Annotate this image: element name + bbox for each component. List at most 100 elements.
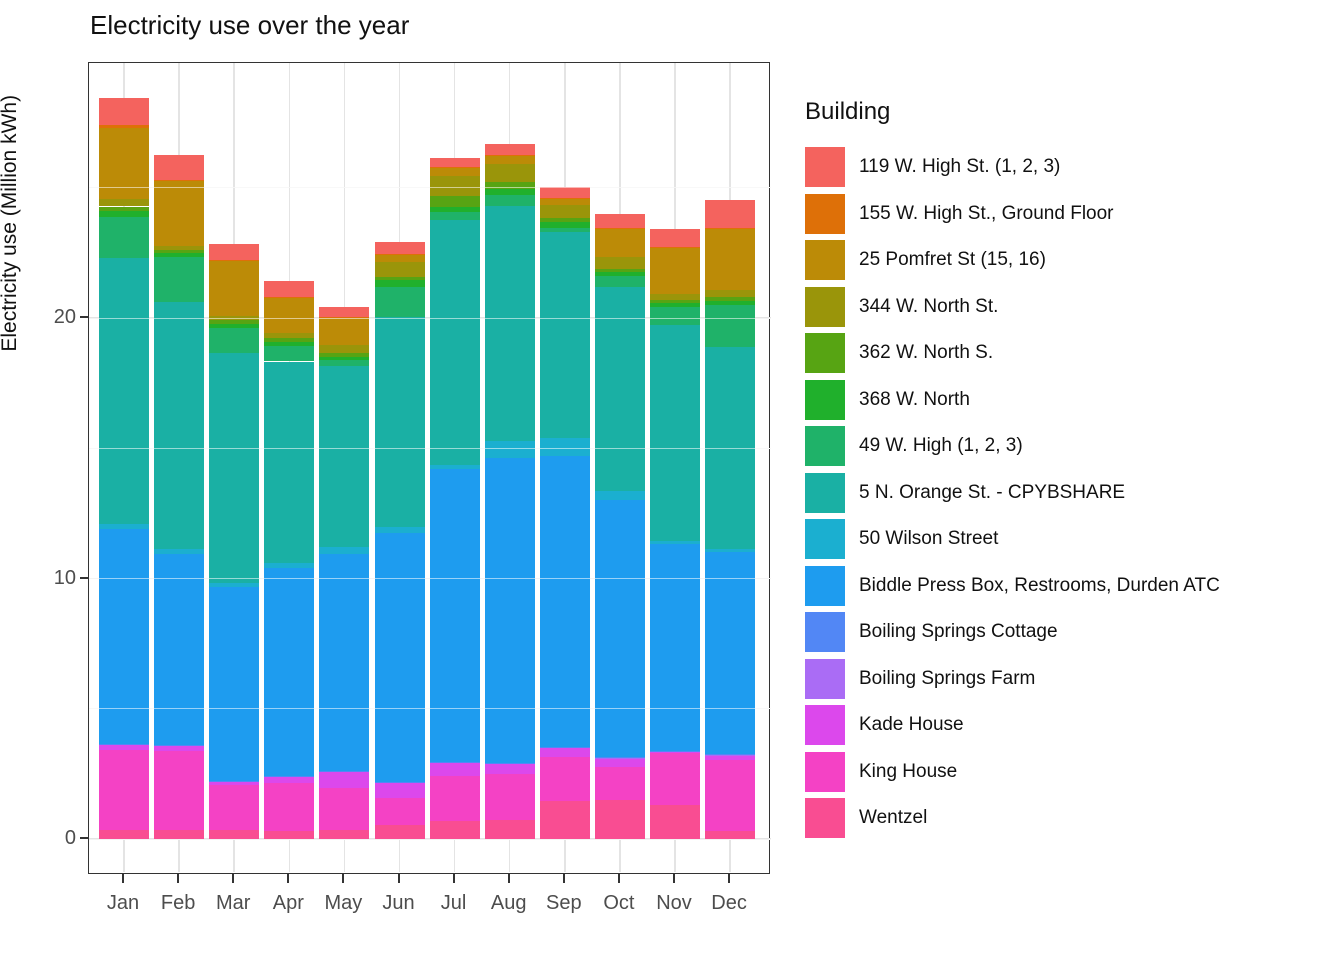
- bar-segment: [594, 214, 645, 229]
- bar-segment: [209, 587, 260, 781]
- legend-label: 362 W. North S.: [859, 342, 994, 363]
- bar-segment: [429, 465, 480, 469]
- bar-segment: [374, 797, 425, 826]
- bar-segment: [539, 222, 590, 228]
- bar-segment: [705, 754, 756, 755]
- bar-segment: [594, 500, 645, 758]
- bar-segment: [484, 155, 535, 165]
- y-tick-label: 10: [53, 566, 76, 589]
- legend-item: Kade House: [805, 702, 964, 749]
- bar-segment: [374, 280, 425, 288]
- x-tick-mark: [562, 874, 565, 883]
- bar-segment: [99, 210, 149, 217]
- bar-segment: [99, 744, 149, 751]
- bar-segment: [154, 744, 205, 746]
- bar-segment: [705, 755, 756, 761]
- x-tick-mark: [397, 874, 400, 883]
- legend-label: King House: [859, 760, 958, 782]
- legend-item: 25 Pomfret St (15, 16): [805, 237, 1046, 284]
- legend-item: 155 W. High St., Ground Floor: [805, 191, 1114, 238]
- bar-segment: [539, 437, 590, 456]
- x-tick-label: Mar: [215, 892, 251, 914]
- bar-segment: [154, 830, 205, 839]
- legend-label: 119 W. High St. (1, 2, 3): [859, 156, 1061, 177]
- bar-segment: [484, 205, 535, 441]
- bar-segment: [99, 206, 149, 211]
- bar-segment: [650, 325, 700, 541]
- bar-segment: [209, 785, 260, 831]
- bar-segment: [594, 766, 645, 800]
- bar-segment: [264, 776, 315, 777]
- bar-segment: [539, 198, 590, 199]
- bar-segment: [594, 757, 645, 759]
- bar-segment: [429, 762, 480, 776]
- legend-item: 49 W. High (1, 2, 3): [805, 423, 1023, 470]
- legend-item: 50 Wilson Street: [805, 516, 998, 563]
- bar-segment: [209, 259, 260, 261]
- legend-label: 50 Wilson Street: [859, 528, 999, 549]
- legend-swatch: [805, 658, 845, 699]
- bar-segment: [484, 164, 535, 182]
- bar-segment: [594, 276, 645, 287]
- bar-segment: [99, 529, 149, 744]
- bar-segment: [374, 782, 425, 798]
- bar-segment: [154, 252, 205, 257]
- bar-segment: [374, 825, 425, 839]
- bar-segment: [319, 365, 370, 548]
- bar-segment: [650, 540, 700, 545]
- legend-title: Building: [805, 98, 891, 125]
- gridline-overlay-y: [89, 708, 771, 710]
- bar-segment: [154, 750, 205, 831]
- bar-segment: [429, 775, 480, 822]
- bar-segment: [209, 781, 260, 782]
- bar-segment: [484, 774, 535, 821]
- bar-segment: [429, 166, 480, 169]
- bar-segment: [594, 256, 645, 269]
- bar-segment: [484, 181, 535, 190]
- legend-swatch: [805, 379, 845, 420]
- legend-item: Boiling Springs Farm: [805, 656, 1035, 703]
- bar-segment: [264, 281, 315, 297]
- x-tick-mark: [507, 874, 510, 883]
- bar-segment: [705, 754, 756, 756]
- bar-segment: [374, 782, 425, 783]
- legend-label: 5 N. Orange St. - CPYBSHARE: [859, 481, 1126, 503]
- x-tick-label: Sep: [546, 892, 582, 914]
- y-tick-mark: [80, 837, 88, 839]
- legend-item: 344 W. North St.: [805, 284, 998, 331]
- legend-label: 368 W. North: [859, 388, 970, 410]
- legend-item: King House: [805, 749, 957, 796]
- bar-segment: [319, 829, 370, 839]
- bar-segment: [650, 293, 700, 300]
- y-axis-title: Electricity use (Million kWh): [0, 94, 21, 352]
- bar-segment: [209, 353, 260, 583]
- bar-segment: [264, 831, 315, 839]
- bar-segment: [539, 746, 590, 748]
- bar-segment: [650, 544, 700, 751]
- bar-segment: [374, 241, 425, 255]
- bar-segment: [319, 547, 370, 554]
- bar-segment: [484, 762, 535, 764]
- legend-item: Wentzel: [805, 795, 927, 842]
- legend-swatch: [805, 612, 845, 652]
- bar-segment: [154, 746, 205, 751]
- x-tick-mark: [673, 874, 675, 883]
- x-tick-label: Jul: [440, 892, 467, 914]
- bar-segment: [374, 254, 425, 262]
- bar-segment: [650, 300, 700, 304]
- gridline-overlay-y: [89, 317, 771, 319]
- x-tick-label: Aug: [490, 892, 527, 914]
- bar-segment: [429, 206, 480, 212]
- legend-label: Wentzel: [859, 807, 928, 828]
- bar-segment: [484, 457, 535, 763]
- bar-segment: [594, 268, 645, 272]
- bar-segment: [154, 246, 205, 251]
- bar-segment: [705, 830, 756, 839]
- bar-segment: [705, 549, 756, 553]
- bar-segment: [154, 554, 205, 745]
- bar-segment: [650, 307, 700, 326]
- legend-swatch: [805, 705, 845, 745]
- bar-segment: [650, 246, 700, 248]
- bar-segment: [594, 758, 645, 767]
- bar-segment: [429, 211, 480, 221]
